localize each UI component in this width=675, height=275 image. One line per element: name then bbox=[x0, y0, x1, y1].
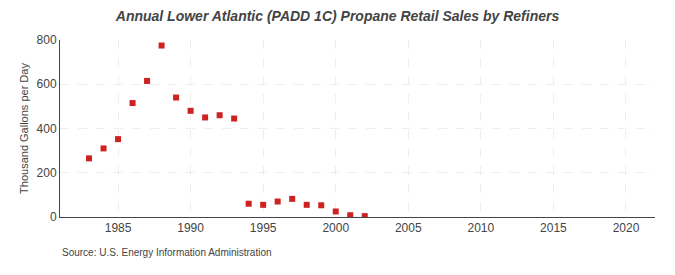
svg-text:1995: 1995 bbox=[250, 221, 277, 235]
svg-text:2005: 2005 bbox=[395, 221, 422, 235]
svg-text:Annual Lower Atlantic (PADD 1C: Annual Lower Atlantic (PADD 1C) Propane … bbox=[115, 8, 560, 24]
svg-text:2015: 2015 bbox=[540, 221, 567, 235]
svg-text:600: 600 bbox=[37, 77, 57, 91]
svg-text:400: 400 bbox=[37, 122, 57, 136]
svg-text:0: 0 bbox=[50, 210, 57, 224]
svg-text:1990: 1990 bbox=[177, 221, 204, 235]
svg-text:Source: U.S. Energy Informatio: Source: U.S. Energy Information Administ… bbox=[62, 247, 272, 258]
svg-text:1985: 1985 bbox=[105, 221, 132, 235]
svg-text:800: 800 bbox=[37, 33, 57, 47]
svg-text:2020: 2020 bbox=[613, 221, 640, 235]
svg-text:200: 200 bbox=[37, 166, 57, 180]
svg-text:2010: 2010 bbox=[467, 221, 494, 235]
svg-text:Thousand Gallons per Day: Thousand Gallons per Day bbox=[18, 63, 30, 194]
svg-text:2000: 2000 bbox=[322, 221, 349, 235]
